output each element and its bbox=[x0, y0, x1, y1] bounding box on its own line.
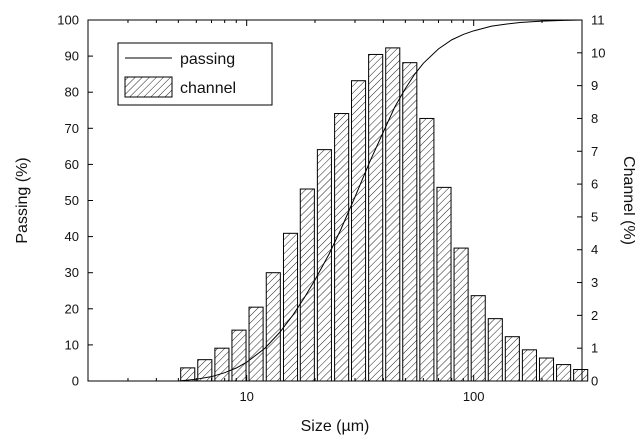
channel-bar bbox=[282, 232, 299, 382]
y-left-tick-label: 30 bbox=[65, 265, 79, 280]
channel-bar bbox=[453, 247, 469, 382]
channel-bar bbox=[351, 80, 367, 382]
y-right-tick-label: 9 bbox=[591, 78, 598, 93]
y-axis-right-title: Channel (%) bbox=[620, 156, 635, 245]
channel-bar bbox=[419, 117, 435, 382]
y-right-tick-label: 11 bbox=[591, 13, 605, 28]
channel-bar bbox=[504, 336, 520, 382]
y-left-tick-label: 0 bbox=[72, 374, 79, 389]
channel-bar bbox=[538, 357, 555, 382]
channel-bar bbox=[521, 349, 537, 382]
y-left-tick-label: 100 bbox=[57, 13, 79, 28]
channel-bar bbox=[402, 62, 418, 382]
channel-bar bbox=[316, 149, 332, 382]
y-right-tick-label: 10 bbox=[591, 45, 605, 60]
x-tick-label: 10 bbox=[239, 389, 253, 404]
channel-bar bbox=[214, 347, 230, 382]
axes-group: 0 10 20 30 40 50 60 70 80 90 100 0 1 2 3 4 5 6 7 8 9 10 11 10 10… bbox=[57, 13, 605, 405]
y-left-tick-label: 50 bbox=[65, 193, 79, 208]
y-right-tick-label: 4 bbox=[591, 242, 598, 257]
y-right-tick-label: 3 bbox=[591, 275, 598, 290]
channel-bar bbox=[487, 318, 503, 382]
channel-bar bbox=[385, 47, 401, 382]
y-right-tick-label: 6 bbox=[591, 177, 598, 192]
channel-bar bbox=[248, 306, 264, 382]
y-left-tick-label: 20 bbox=[65, 301, 79, 316]
x-axis-title: Size (µm) bbox=[301, 418, 370, 435]
channel-bar bbox=[436, 186, 452, 382]
y-right-tick-label: 5 bbox=[591, 209, 598, 224]
x-tick-label: 100 bbox=[463, 389, 485, 404]
legend-label-passing: passing bbox=[180, 51, 235, 68]
channel-bar bbox=[180, 367, 196, 382]
y-right-tick-label: 7 bbox=[591, 144, 598, 159]
channel-bar bbox=[573, 369, 589, 382]
channel-bar bbox=[470, 295, 486, 382]
legend: passing channel bbox=[117, 42, 273, 106]
legend-channel-swatch bbox=[124, 76, 173, 98]
channel-bar bbox=[231, 329, 247, 382]
passing-line bbox=[178, 19, 583, 382]
channel-bar bbox=[556, 364, 572, 382]
y-left-tick-label: 40 bbox=[65, 229, 79, 244]
y-right-tick-label: 1 bbox=[591, 341, 598, 356]
y-left-tick-label: 70 bbox=[65, 121, 79, 136]
y-right-tick-label: 2 bbox=[591, 308, 598, 323]
passing-line-group bbox=[178, 19, 583, 382]
y-axis-left-title: Passing (%) bbox=[14, 157, 31, 243]
y-right-tick-label: 0 bbox=[591, 374, 598, 389]
channel-bar bbox=[265, 272, 281, 382]
channel-bar bbox=[368, 53, 384, 382]
channel-bar bbox=[334, 113, 350, 382]
legend-label-channel: channel bbox=[180, 80, 236, 97]
y-left-tick-label: 90 bbox=[65, 49, 79, 64]
y-right-tick-label: 8 bbox=[591, 111, 598, 126]
y-left-tick-label: 80 bbox=[65, 85, 79, 100]
y-left-tick-label: 10 bbox=[65, 337, 79, 352]
y-left-tick-label: 60 bbox=[65, 157, 79, 172]
